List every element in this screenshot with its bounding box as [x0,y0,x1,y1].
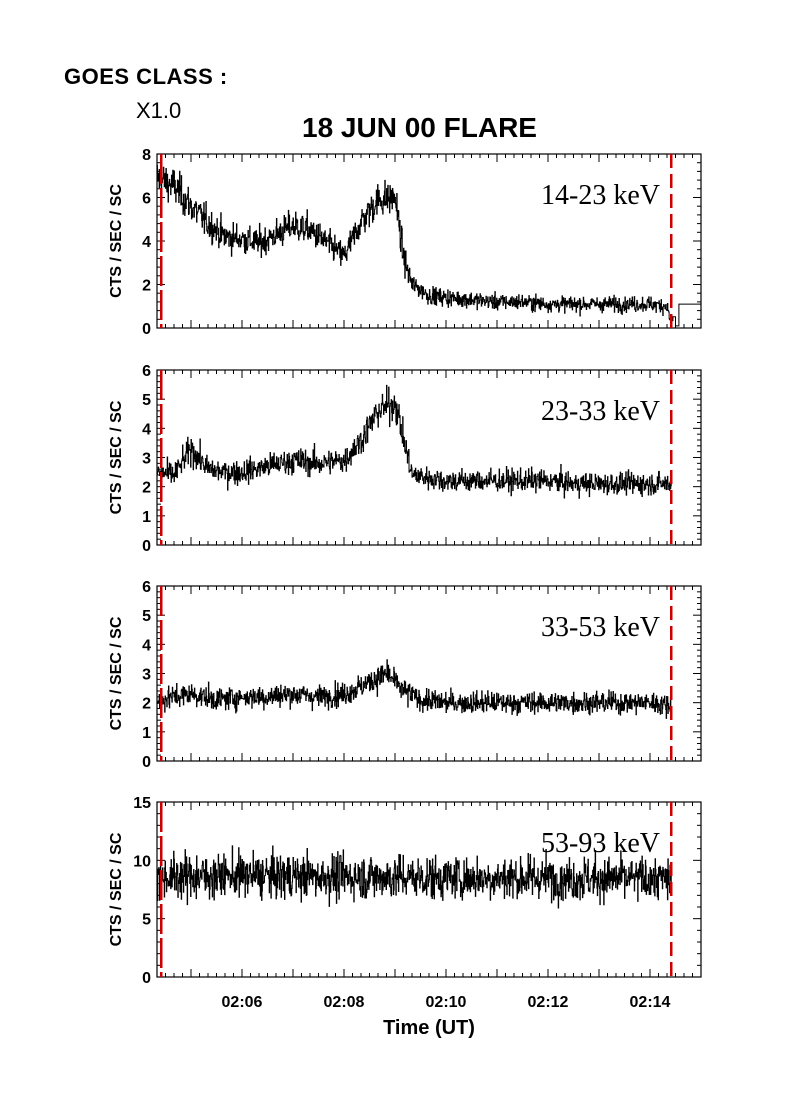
panel-3: 0 1 2 3 4 5 6 CTS / SEC / SC 33-53 keV [108,579,702,771]
goes-class-label: GOES CLASS : [64,64,228,89]
light-curve-series [156,845,672,909]
y-tick-label: 1 [142,509,151,526]
panel-1: 0 2 4 6 8 CTS / SEC / SC 14-23 keV [108,147,702,338]
x-axis-label: Time (UT) [383,1017,475,1039]
y-axis-label: CTS / SEC / SC [108,832,125,946]
light-curve-series [156,164,701,327]
chart-title: 18 JUN 00 FLARE [302,112,537,143]
y-tick-label: 5 [142,392,151,409]
y-tick-label: 0 [142,538,151,555]
y-tick-label: 5 [142,912,151,929]
panel-4: 0 5 10 15 CTS / SEC / SC 53-93 keV 02:06 02:08 0… [108,795,702,1039]
y-tick-label: 0 [142,754,151,771]
x-tick-label: 02:06 [222,994,263,1011]
y-tick-label: 5 [142,608,151,625]
light-curve-series [156,659,672,719]
y-tick-label: 4 [142,234,151,251]
energy-band-label: 14-23 keV [541,180,660,211]
light-curve-series [156,384,672,499]
y-tick-label: 15 [133,795,151,812]
goes-class-value: X1.0 [136,98,182,123]
y-tick-label: 0 [142,970,151,987]
y-tick-label: 6 [142,363,151,380]
y-tick-label: 2 [142,278,151,295]
y-tick-label: 3 [142,451,151,468]
y-tick-label: 3 [142,667,151,684]
energy-band-label: 33-53 keV [541,612,660,643]
y-tick-label: 6 [142,579,151,596]
y-tick-label: 4 [142,421,151,438]
y-tick-label: 2 [142,480,151,497]
x-tick-label: 02:14 [630,994,671,1011]
y-tick-label: 4 [142,637,151,654]
panel-2: 0 1 2 3 4 5 6 CTS / SEC / SC 23-33 keV [108,363,702,555]
y-axis-label: CTS / SEC / SC [108,184,125,298]
y-tick-label: 6 [142,191,151,208]
y-tick-label: 1 [142,725,151,742]
y-tick-label: 10 [133,853,151,870]
x-tick-label: 02:10 [426,994,467,1011]
x-tick-label: 02:12 [528,994,569,1011]
y-axis-label: CTS / SEC / SC [108,400,125,514]
x-tick-label: 02:08 [324,994,365,1011]
energy-band-label: 23-33 keV [541,396,660,427]
energy-band-label: 53-93 keV [541,828,660,859]
y-tick-label: 0 [142,321,151,338]
y-tick-label: 8 [142,147,151,164]
y-tick-label: 2 [142,696,151,713]
y-axis-label: CTS / SEC / SC [108,616,125,730]
